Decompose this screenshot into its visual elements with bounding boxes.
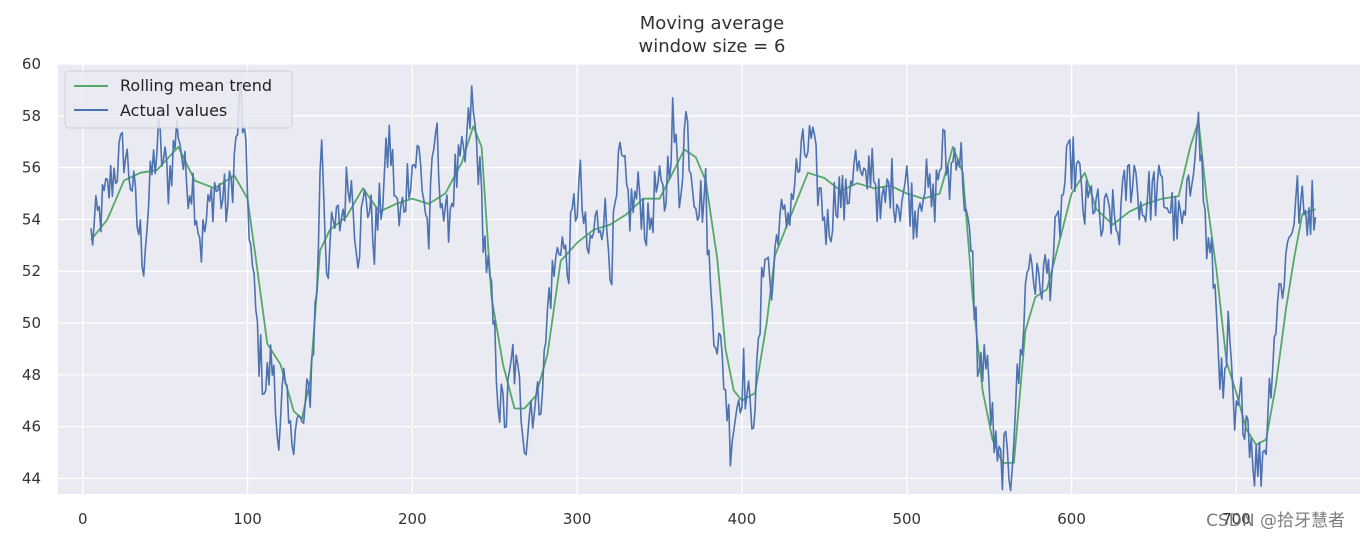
chart-subtitle: window size = 6 — [639, 36, 786, 57]
legend-label-actual: Actual values — [120, 101, 227, 120]
x-tick-label: 400 — [728, 510, 757, 528]
x-tick-label: 0 — [78, 510, 88, 528]
x-tick-label: 700 — [1222, 510, 1251, 528]
x-tick-label: 600 — [1057, 510, 1086, 528]
y-tick-label: 54 — [22, 210, 41, 228]
y-tick-label: 60 — [22, 55, 41, 73]
tick-labels: 0 100 200 300 400 500 600 700 44 46 48 50 52 54 56 58 60 — [22, 55, 1251, 528]
x-tick-label: 500 — [892, 510, 921, 528]
x-tick-label: 200 — [398, 510, 427, 528]
grid — [58, 63, 1360, 494]
y-tick-label: 50 — [22, 314, 41, 332]
y-tick-label: 52 — [22, 262, 41, 280]
x-tick-label: 300 — [563, 510, 592, 528]
y-tick-label: 44 — [22, 469, 41, 487]
y-tick-label: 56 — [22, 159, 41, 177]
x-tick-label: 100 — [233, 510, 262, 528]
chart-title: Moving average — [640, 13, 784, 34]
series-actual-values — [90, 83, 1317, 492]
legend-label-rolling: Rolling mean trend — [120, 76, 272, 95]
legend-box — [64, 70, 293, 129]
y-tick-label: 58 — [22, 107, 41, 125]
y-tick-label: 46 — [22, 418, 41, 436]
series-lines — [90, 83, 1317, 492]
watermark-text: CSDN @拾牙慧者 — [1206, 511, 1345, 531]
plot-area — [58, 64, 1360, 494]
y-tick-label: 48 — [22, 366, 41, 384]
legend: Rolling mean trend Actual values — [64, 70, 293, 129]
